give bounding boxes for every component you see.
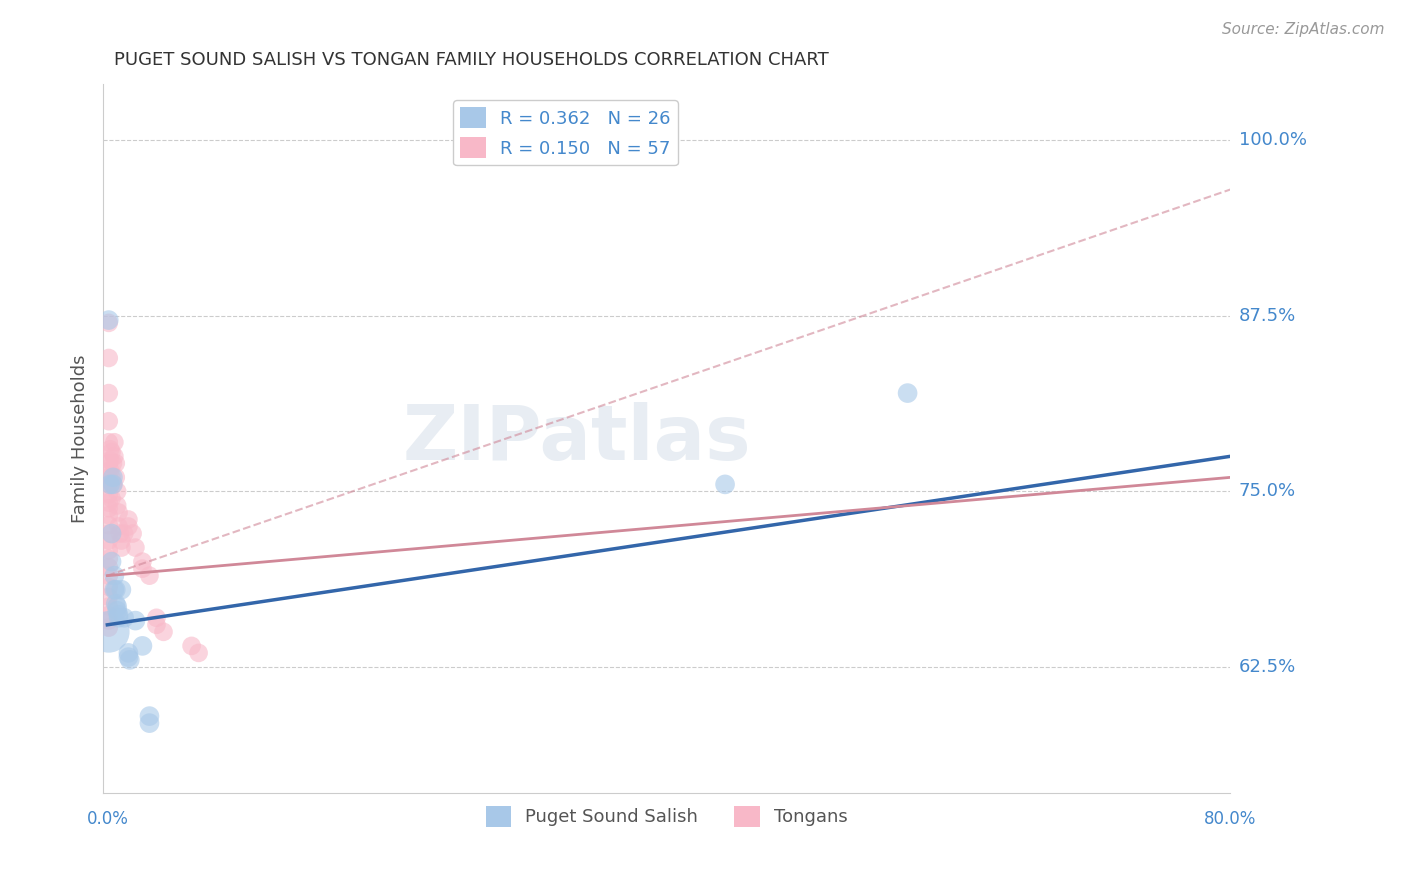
Point bbox=[117, 519, 139, 533]
Point bbox=[100, 445, 122, 459]
Point bbox=[131, 561, 153, 575]
Point bbox=[105, 499, 128, 513]
Point bbox=[124, 541, 146, 555]
Point bbox=[97, 551, 120, 566]
Point bbox=[145, 617, 167, 632]
Point bbox=[101, 470, 124, 484]
Text: 100.0%: 100.0% bbox=[1239, 131, 1308, 149]
Point bbox=[107, 519, 129, 533]
Point bbox=[97, 435, 120, 450]
Point bbox=[104, 597, 127, 611]
Point bbox=[98, 442, 121, 457]
Point bbox=[897, 386, 920, 401]
Point bbox=[103, 582, 125, 597]
Point bbox=[138, 568, 160, 582]
Point bbox=[107, 506, 129, 520]
Point bbox=[104, 470, 127, 484]
Text: Source: ZipAtlas.com: Source: ZipAtlas.com bbox=[1222, 22, 1385, 37]
Point bbox=[117, 512, 139, 526]
Point bbox=[103, 450, 125, 464]
Point bbox=[97, 316, 120, 330]
Point bbox=[110, 533, 132, 548]
Point bbox=[97, 590, 120, 604]
Point bbox=[104, 582, 127, 597]
Text: 62.5%: 62.5% bbox=[1239, 658, 1296, 676]
Point bbox=[121, 526, 143, 541]
Point bbox=[138, 709, 160, 723]
Point bbox=[97, 599, 120, 614]
Point bbox=[104, 456, 127, 470]
Point bbox=[97, 386, 120, 401]
Point bbox=[110, 582, 132, 597]
Point bbox=[110, 541, 132, 555]
Point bbox=[97, 533, 120, 548]
Legend: Puget Sound Salish, Tongans: Puget Sound Salish, Tongans bbox=[478, 798, 855, 834]
Point bbox=[103, 435, 125, 450]
Point bbox=[97, 495, 120, 509]
Point bbox=[101, 477, 124, 491]
Point bbox=[138, 716, 160, 731]
Point bbox=[97, 580, 120, 594]
Point bbox=[101, 456, 124, 470]
Point bbox=[105, 599, 128, 614]
Point bbox=[108, 526, 131, 541]
Text: ZIPatlas: ZIPatlas bbox=[402, 401, 751, 475]
Text: 75.0%: 75.0% bbox=[1239, 483, 1296, 500]
Point bbox=[98, 453, 121, 467]
Point bbox=[100, 555, 122, 569]
Text: PUGET SOUND SALISH VS TONGAN FAMILY HOUSEHOLDS CORRELATION CHART: PUGET SOUND SALISH VS TONGAN FAMILY HOUS… bbox=[114, 51, 830, 69]
Point bbox=[100, 526, 122, 541]
Point bbox=[107, 611, 129, 625]
Point bbox=[97, 621, 120, 635]
Point bbox=[131, 639, 153, 653]
Point bbox=[131, 555, 153, 569]
Text: 0.0%: 0.0% bbox=[86, 810, 128, 828]
Point bbox=[112, 526, 135, 541]
Point bbox=[187, 646, 209, 660]
Point bbox=[118, 653, 141, 667]
Point bbox=[97, 543, 120, 558]
Point bbox=[117, 650, 139, 665]
Point bbox=[97, 477, 120, 491]
Point bbox=[97, 607, 120, 622]
Point bbox=[152, 624, 174, 639]
Point bbox=[117, 646, 139, 660]
Point bbox=[714, 477, 737, 491]
Point bbox=[97, 614, 120, 628]
Point bbox=[97, 508, 120, 523]
Point bbox=[97, 456, 120, 470]
Point bbox=[97, 313, 120, 327]
Point bbox=[100, 491, 122, 506]
Point bbox=[180, 639, 202, 653]
Point bbox=[97, 487, 120, 501]
Point bbox=[105, 604, 128, 618]
Point bbox=[98, 477, 121, 491]
Point bbox=[98, 463, 121, 477]
Point bbox=[97, 560, 120, 574]
Point bbox=[124, 614, 146, 628]
Point bbox=[97, 518, 120, 533]
Point bbox=[107, 607, 129, 622]
Point bbox=[97, 414, 120, 428]
Point bbox=[145, 611, 167, 625]
Text: 87.5%: 87.5% bbox=[1239, 307, 1296, 325]
Point bbox=[101, 477, 124, 491]
Point bbox=[97, 501, 120, 516]
Y-axis label: Family Households: Family Households bbox=[72, 354, 89, 523]
Point bbox=[97, 351, 120, 365]
Point bbox=[100, 470, 122, 484]
Point bbox=[97, 526, 120, 541]
Point bbox=[105, 484, 128, 499]
Point bbox=[103, 568, 125, 582]
Point bbox=[112, 611, 135, 625]
Text: 80.0%: 80.0% bbox=[1205, 810, 1257, 828]
Point bbox=[97, 624, 120, 639]
Point bbox=[97, 470, 120, 484]
Point bbox=[97, 568, 120, 582]
